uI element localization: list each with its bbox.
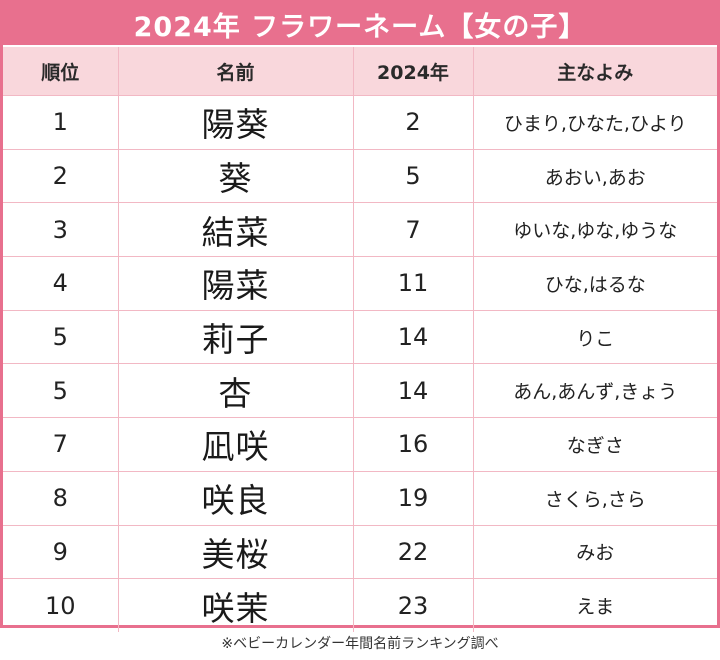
cell-rank: 5 bbox=[3, 363, 119, 419]
cell-name: 咲良 bbox=[117, 470, 354, 526]
header-reading: 主なよみ bbox=[472, 47, 717, 96]
table-row: 5 杏 14 あん,あんず,きょう bbox=[3, 363, 717, 419]
cell-name: 結菜 bbox=[117, 202, 354, 258]
cell-reading: みお bbox=[472, 524, 717, 580]
cell-name: 葵 bbox=[117, 148, 354, 204]
header-name: 名前 bbox=[117, 47, 354, 96]
cell-name: 杏 bbox=[117, 363, 354, 419]
cell-name: 咲茉 bbox=[117, 578, 354, 632]
cell-rank: 10 bbox=[3, 578, 119, 632]
table-row: 8 咲良 19 さくら,さら bbox=[3, 470, 717, 526]
cell-reading: なぎさ bbox=[472, 417, 717, 472]
cell-reading: さくら,さら bbox=[472, 470, 717, 526]
cell-year: 23 bbox=[352, 578, 474, 632]
source-footnote: ※ベビーカレンダー年間名前ランキング調べ bbox=[221, 636, 499, 652]
cell-name: 凪咲 bbox=[117, 417, 354, 472]
cell-year: 5 bbox=[352, 148, 474, 204]
table-row: 5 莉子 14 りこ bbox=[3, 309, 717, 365]
cell-rank: 5 bbox=[3, 309, 119, 365]
table-row: 10 咲茉 23 えま bbox=[3, 578, 717, 632]
cell-reading: ゆいな,ゆな,ゆうな bbox=[472, 202, 717, 258]
cell-year: 11 bbox=[352, 256, 474, 311]
cell-reading: あおい,あお bbox=[472, 148, 717, 204]
cell-name: 莉子 bbox=[117, 309, 354, 365]
cell-year: 14 bbox=[352, 363, 474, 419]
table-row: 4 陽菜 11 ひな,はるな bbox=[3, 256, 717, 311]
cell-year: 19 bbox=[352, 470, 474, 526]
cell-reading: あん,あんず,きょう bbox=[472, 363, 717, 419]
cell-reading: えま bbox=[472, 578, 717, 632]
cell-rank: 9 bbox=[3, 524, 119, 580]
cell-reading: りこ bbox=[472, 309, 717, 365]
cell-name: 美桜 bbox=[117, 524, 354, 580]
ranking-table-frame: 2024年 フラワーネーム【女の子】 順位 名前 2024年 主なよみ 1 陽葵… bbox=[0, 0, 720, 632]
cell-reading: ひな,はるな bbox=[472, 256, 717, 311]
cell-year: 16 bbox=[352, 417, 474, 472]
table-header-row: 順位 名前 2024年 主なよみ bbox=[3, 47, 717, 96]
page-title: 2024年 フラワーネーム【女の子】 bbox=[3, 3, 717, 47]
cell-year: 2 bbox=[352, 95, 474, 150]
cell-year: 22 bbox=[352, 524, 474, 580]
header-rank: 順位 bbox=[3, 47, 119, 96]
cell-rank: 4 bbox=[3, 256, 119, 311]
ranking-table: 順位 名前 2024年 主なよみ 1 陽葵 2 ひまり,ひなた,ひより 2 葵 … bbox=[3, 47, 717, 632]
cell-rank: 1 bbox=[3, 95, 119, 150]
table-row: 7 凪咲 16 なぎさ bbox=[3, 417, 717, 472]
cell-year: 7 bbox=[352, 202, 474, 258]
table-row: 2 葵 5 あおい,あお bbox=[3, 148, 717, 204]
cell-rank: 8 bbox=[3, 470, 119, 526]
cell-name: 陽菜 bbox=[117, 256, 354, 311]
cell-rank: 3 bbox=[3, 202, 119, 258]
cell-name: 陽葵 bbox=[117, 95, 354, 150]
cell-reading: ひまり,ひなた,ひより bbox=[472, 95, 717, 150]
cell-rank: 2 bbox=[3, 148, 119, 204]
table-row: 1 陽葵 2 ひまり,ひなた,ひより bbox=[3, 95, 717, 150]
cell-year: 14 bbox=[352, 309, 474, 365]
table-row: 3 結菜 7 ゆいな,ゆな,ゆうな bbox=[3, 202, 717, 258]
table-row: 9 美桜 22 みお bbox=[3, 524, 717, 580]
cell-rank: 7 bbox=[3, 417, 119, 472]
header-year: 2024年 bbox=[352, 47, 474, 96]
